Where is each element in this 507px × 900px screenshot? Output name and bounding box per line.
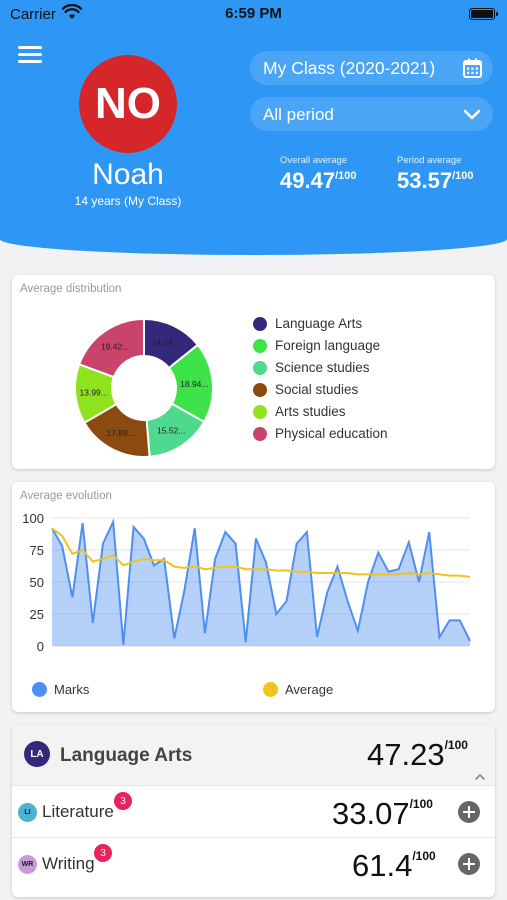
legend-dot [253,361,267,375]
marks-series-line [51,518,471,645]
student-name: Noah [92,158,164,191]
evolution-card: Average evolution 100 75 50 25 0 Marks Avera… [12,482,495,712]
wifi-icon [62,4,82,19]
legend-label: Arts studies [275,404,346,419]
donut-slice-label-3: 15.52... [157,426,185,436]
battery-icon [469,8,498,20]
subject-badge: LA [24,741,50,767]
legend-marks-label: Marks [54,682,90,697]
legend-label: Language Arts [275,316,363,331]
legend-dot [253,317,267,331]
donut-slice-label-6: 19.42... [101,342,129,352]
literature-count-badge: 3 [114,792,132,810]
writing-count-badge: 3 [94,844,112,862]
legend-label: Social studies [275,382,359,397]
subject-score: 47.23/100 [367,737,468,772]
legend-average-dot [263,682,278,697]
literature-name: Literature [42,802,114,821]
overall-average-value: 49.47/100 [280,168,357,193]
clock: 6:59 PM [225,5,282,22]
subject-card: LA Language Arts 47.23/100 LI Literature… [12,725,495,897]
y-tick-label: 25 [30,607,44,622]
student-header: Carrier 6:59 PM NO Noah 14 years (My Cla… [0,0,507,255]
distribution-card: Average distribution 14.24... 18.94... 15.… [12,275,495,469]
donut-slice-label-2: 18.94... [180,379,208,389]
add-writing-mark-button[interactable] [458,853,480,875]
class-selector-label: My Class (2020-2021) [263,58,436,78]
legend-label: Science studies [275,360,370,375]
status-bar: Carrier 6:59 PM [0,0,507,30]
overall-average: Overall average 49.47/100 [280,155,356,194]
legend-average-label: Average [285,682,334,697]
chevron-down-icon [463,109,481,120]
student-avatar: NO [79,55,177,153]
writing-name: Writing [42,854,95,873]
y-tick-label: 50 [30,575,44,590]
donut-slice-label-1: 14.24... [152,337,180,347]
legend-label: Foreign language [275,338,381,353]
subject-name: Language Arts [60,745,193,766]
period-average-value: 53.57/100 [397,168,474,193]
marks-area [52,521,470,646]
donut-slice-label-5: 13.99... [80,387,108,397]
y-tick-label: 100 [22,511,44,526]
sub-subject-row-literature[interactable]: LI Literature 3 33.07/100 [12,785,495,837]
distribution-title: Average distribution [20,283,122,295]
legend-dot [253,427,267,441]
sub-subject-row-writing[interactable]: WR Writing 3 61.4/100 [12,837,495,889]
chevron-up-icon[interactable] [474,773,486,781]
calendar-icon [463,58,482,78]
subject-header[interactable]: LA Language Arts 47.23/100 [12,725,495,785]
menu-icon[interactable] [18,44,44,64]
y-tick-label: 75 [30,543,44,558]
literature-badge: LI [18,803,37,822]
y-tick-label: 0 [37,639,44,654]
distribution-donut-chart: 14.24... 18.94... 15.52... 17.89... 13.99...… [74,317,214,458]
average-series-line [51,527,471,578]
evolution-title: Average evolution [20,490,112,502]
donut-slice-label-4: 17.89... [106,428,134,438]
period-selector-label: All period [263,105,334,124]
donut-slice-6[interactable] [77,317,145,379]
legend-dot [253,383,267,397]
writing-score: 61.4/100 [352,848,436,883]
student-subtitle: 14 years (My Class) [74,194,182,208]
class-selector[interactable]: My Class (2020-2021) [250,51,493,85]
evolution-area-chart: 100 75 50 25 0 [22,511,471,654]
legend-dot [253,339,267,353]
legend-marks-dot [32,682,47,697]
legend-dot [253,405,267,419]
period-selector[interactable]: All period [250,97,493,131]
period-average: Period average 53.57/100 [397,155,473,194]
overall-average-label: Overall average [280,155,348,166]
carrier-label: Carrier [10,6,56,23]
legend-label: Physical education [275,426,388,441]
literature-score: 33.07/100 [332,796,433,831]
period-average-label: Period average [397,155,462,166]
writing-badge: WR [18,855,37,874]
add-literature-mark-button[interactable] [458,801,480,823]
